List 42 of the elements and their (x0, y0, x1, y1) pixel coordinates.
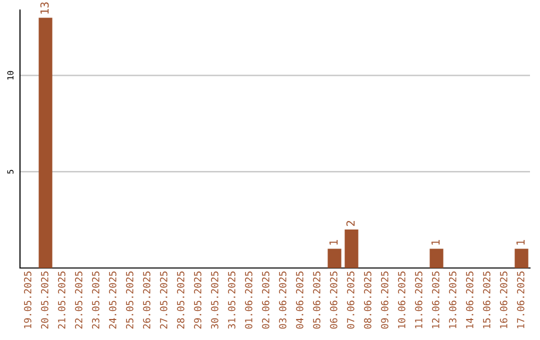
x-tick-label: 07.06.2025 (346, 272, 354, 329)
data-label: 2 (346, 220, 355, 226)
x-tick-label: 06.06.2025 (330, 272, 338, 329)
x-tick-label: 25.05.2025 (126, 272, 134, 329)
x-tick-label: 27.05.2025 (160, 272, 168, 329)
x-tick-label: 21.05.2025 (58, 272, 66, 329)
x-tick-label: 23.05.2025 (92, 272, 100, 329)
x-tick-label: 31.05.2025 (228, 272, 236, 329)
x-tick-label: 29.05.2025 (194, 272, 202, 329)
x-tick-label: 09.06.2025 (380, 272, 388, 329)
x-tick-label: 24.05.2025 (108, 272, 116, 329)
x-tick-label: 05.06.2025 (312, 272, 320, 329)
bar (328, 248, 342, 268)
x-tick-label: 04.06.2025 (296, 272, 304, 329)
data-label: 1 (516, 240, 525, 245)
x-tick-label: 17.06.2025 (516, 272, 524, 328)
bar (344, 229, 358, 268)
x-tick-label: 02.06.2025 (262, 272, 270, 329)
y-tick-label: 10 (7, 70, 14, 80)
data-label: 13 (40, 2, 49, 14)
bar (38, 18, 52, 268)
x-tick-label: 14.06.2025 (466, 272, 474, 328)
x-tick-label: 16.06.2025 (500, 272, 508, 328)
x-tick-label: 11.06.2025 (414, 272, 422, 328)
data-label: 1 (329, 240, 338, 245)
y-tick-label: 5 (7, 170, 14, 174)
x-tick-label: 26.05.2025 (142, 272, 150, 329)
x-tick-label: 10.06.2025 (398, 272, 406, 328)
x-tick-label: 15.06.2025 (482, 272, 490, 328)
x-tick-label: 19.05.2025 (24, 272, 32, 328)
x-tick-label: 01.06.2025 (244, 272, 252, 329)
x-tick-label: 22.05.2025 (74, 272, 82, 329)
x-tick-label: 13.06.2025 (448, 272, 456, 328)
data-label: 1 (431, 240, 440, 245)
x-tick-label: 12.06.2025 (432, 272, 440, 328)
bar (430, 248, 444, 268)
x-tick-label: 08.06.2025 (364, 272, 372, 329)
x-tick-label: 30.05.2025 (210, 272, 218, 329)
x-tick-label: 28.05.2025 (176, 272, 184, 329)
x-tick-label: 03.06.2025 (278, 272, 286, 329)
x-tick-label: 20.05.2025 (40, 272, 48, 329)
bar (514, 248, 528, 268)
